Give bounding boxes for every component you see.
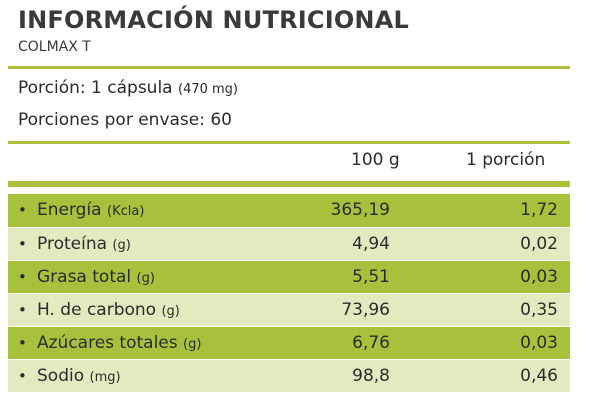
value-100g: 4,94	[352, 234, 390, 254]
value-portion: 0,03	[520, 267, 558, 287]
column-header-portion: 1 porción	[466, 150, 546, 170]
nutrient-unit: (g)	[136, 271, 155, 286]
table-row: • H. de carbono (g) 73,96 0,35	[8, 293, 570, 326]
nutrient-name: Azúcares totales	[37, 333, 178, 353]
nutrient-label: Energía (Kcla)	[37, 200, 144, 220]
servings-per-container: Porciones por envase: 60	[18, 110, 233, 130]
nutrient-name: Proteína	[37, 234, 108, 254]
bullet: •	[18, 235, 27, 253]
nutrient-label: Azúcares totales (g)	[37, 333, 201, 353]
value-portion: 0,35	[520, 300, 558, 320]
bullet: •	[18, 367, 27, 385]
nutrient-unit: (g)	[112, 238, 131, 253]
table-row: • Sodio (mg) 98,8 0,46	[8, 359, 570, 392]
nutrient-unit: (g)	[161, 304, 180, 319]
value-portion: 0,02	[520, 234, 558, 254]
product-name: COLMAX T	[18, 39, 91, 55]
divider-top	[8, 66, 570, 69]
portion-label: Porción: 1 cápsula	[18, 78, 173, 98]
nutrient-name: H. de carbono	[37, 300, 157, 320]
nutrient-name: Energía	[37, 200, 102, 220]
bullet: •	[18, 301, 27, 319]
value-portion: 1,72	[520, 200, 558, 220]
nutrient-name: Grasa total	[37, 267, 132, 287]
portion-weight: (470 mg)	[178, 82, 239, 97]
bullet: •	[18, 268, 27, 286]
table-row: • Azúcares totales (g) 6,76 0,03	[8, 326, 570, 359]
nutrient-label: Proteína (g)	[37, 234, 131, 254]
value-100g: 365,19	[330, 200, 390, 220]
value-100g: 6,76	[352, 333, 390, 353]
portion-line: Porción: 1 cápsula (470 mg)	[18, 78, 238, 98]
nutrient-unit: (Kcla)	[107, 204, 145, 219]
value-100g: 98,8	[352, 366, 390, 386]
nutrient-name: Sodio	[37, 366, 85, 386]
nutrient-label: H. de carbono (g)	[37, 300, 180, 320]
nutrient-unit: (g)	[183, 337, 202, 352]
divider-middle	[8, 141, 570, 144]
bullet: •	[18, 334, 27, 352]
nutrient-label: Grasa total (g)	[37, 267, 155, 287]
nutrient-unit: (mg)	[89, 370, 121, 385]
page-title: INFORMACIÓN NUTRICIONAL	[18, 6, 409, 34]
value-portion: 0,46	[520, 366, 558, 386]
bullet: •	[18, 201, 27, 219]
nutrient-label: Sodio (mg)	[37, 366, 121, 386]
nutrition-table: • Energía (Kcla) 365,19 1,72 • Proteína …	[8, 194, 570, 392]
table-row: • Grasa total (g) 5,51 0,03	[8, 260, 570, 293]
value-100g: 73,96	[341, 300, 390, 320]
divider-header	[8, 181, 570, 187]
value-portion: 0,03	[520, 333, 558, 353]
column-header-100g: 100 g	[351, 150, 400, 170]
table-row: • Energía (Kcla) 365,19 1,72	[8, 194, 570, 227]
value-100g: 5,51	[352, 267, 390, 287]
table-row: • Proteína (g) 4,94 0,02	[8, 227, 570, 260]
